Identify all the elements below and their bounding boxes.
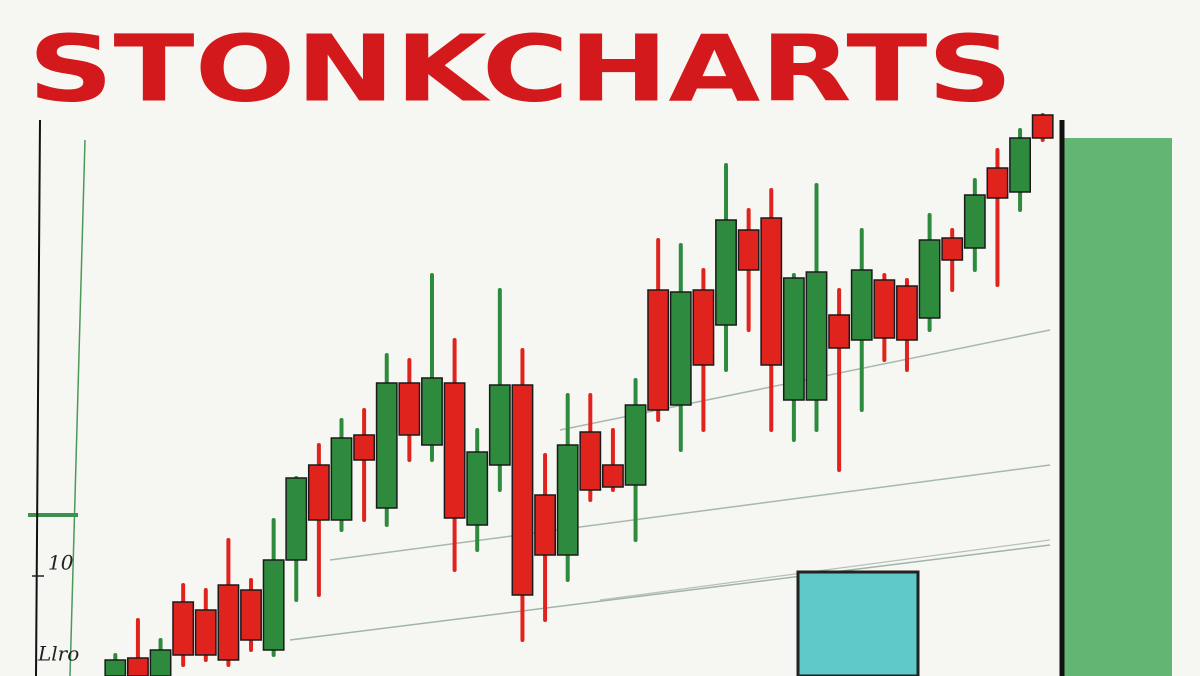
candle-body [986, 167, 1009, 199]
candle-body [262, 559, 285, 651]
chart-title: STONKCHARTS [28, 15, 1013, 122]
candle-body [104, 659, 127, 676]
y-axis [35, 119, 41, 676]
candle-body [647, 289, 670, 411]
candle-body [511, 384, 534, 596]
candle-body [715, 219, 737, 326]
candle-body [466, 451, 489, 526]
candle-body [805, 271, 828, 401]
candle-body [760, 217, 783, 366]
candle-body [353, 434, 376, 461]
candle-body [669, 291, 692, 406]
candle-body [194, 609, 217, 656]
candle-body [534, 494, 557, 556]
sketch-line [69, 139, 86, 676]
candle-body [737, 229, 760, 271]
y-tick-label: 10 [48, 551, 74, 575]
annotation: Llro [37, 642, 79, 666]
candle-body [127, 657, 149, 676]
candle-body [330, 437, 353, 521]
candle-body [941, 237, 964, 261]
candle-body [1009, 137, 1032, 193]
candle-body [285, 477, 308, 561]
candle-body [918, 239, 941, 319]
candle-body [488, 384, 511, 466]
candle-body [963, 194, 986, 249]
candle-body [443, 382, 466, 519]
candle-body [398, 382, 421, 436]
candle-body [307, 464, 330, 521]
sketch-line [329, 464, 1051, 561]
candle-body [421, 377, 443, 446]
decoration [28, 119, 1172, 676]
candle-body [850, 269, 873, 341]
candle-body [579, 431, 602, 491]
candle-body [240, 589, 262, 641]
green-block [1062, 138, 1172, 676]
candle-body [1031, 114, 1054, 139]
candle-body [896, 285, 918, 341]
sketch-line [599, 539, 1051, 601]
candle-body [692, 289, 715, 366]
candle-body [624, 404, 647, 486]
candle-body [602, 464, 624, 488]
candle-body [556, 444, 579, 556]
candle-body [149, 649, 172, 676]
candle-body [828, 314, 851, 349]
candle-body [217, 584, 240, 661]
cyan-block [796, 570, 920, 676]
sketch-line [289, 544, 1051, 641]
candle-body [172, 601, 195, 656]
candle-body [375, 382, 398, 509]
candle-body [782, 277, 805, 401]
candle-body [873, 279, 896, 339]
